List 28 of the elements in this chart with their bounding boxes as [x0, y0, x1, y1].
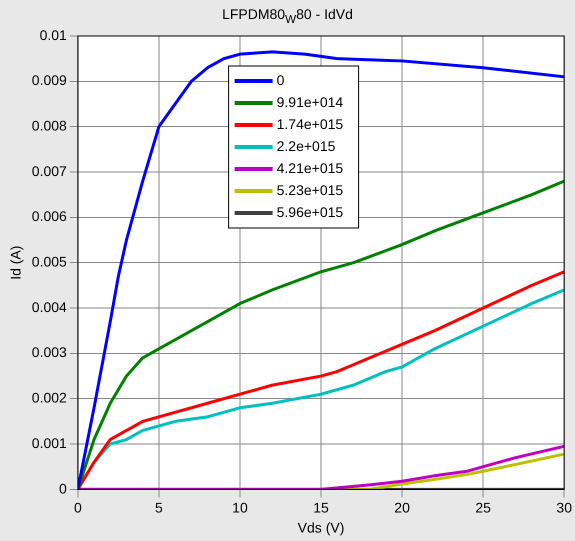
y-tick-label: 0.009 [32, 72, 68, 88]
y-tick-label: 0.01 [40, 26, 68, 43]
x-tick-label: 20 [394, 500, 410, 516]
legend-label: 2.2e+015 [276, 138, 336, 154]
x-tick-label: 25 [475, 500, 492, 516]
legend-label: 9.91e+014 [276, 94, 344, 110]
legend-label: 1.74e+015 [276, 116, 344, 132]
x-tick-label: 30 [556, 500, 572, 516]
x-tick-label: 10 [232, 500, 248, 516]
y-tick-label: 0.008 [32, 118, 68, 134]
y-tick-label: 0.006 [32, 208, 68, 224]
y-tick-label: 0.002 [32, 390, 68, 406]
x-tick-label: 5 [155, 500, 163, 516]
x-tick-label: 0 [74, 500, 82, 516]
y-tick-label: 0.005 [32, 254, 68, 270]
y-tick-label: 0.007 [32, 162, 68, 179]
legend-label: 0 [276, 72, 285, 88]
y-tick-label: 0.001 [32, 434, 68, 451]
x-tick-label: 15 [313, 500, 330, 516]
y-tick-label: 0.004 [32, 298, 68, 315]
legend-label: 4.21e+015 [276, 160, 344, 176]
legend-label: 5.23e+015 [276, 182, 344, 198]
legend-label: 5.96e+015 [276, 204, 344, 220]
chart-title: LFPDM80$_{W}$80 - IdVd [221, 6, 354, 26]
x-axis-title: Vds (V) [298, 519, 344, 536]
y-tick-label: 0 [59, 480, 68, 496]
y-tick-label: 0.003 [32, 344, 68, 360]
y-axis-title: Id (A) [7, 246, 24, 280]
